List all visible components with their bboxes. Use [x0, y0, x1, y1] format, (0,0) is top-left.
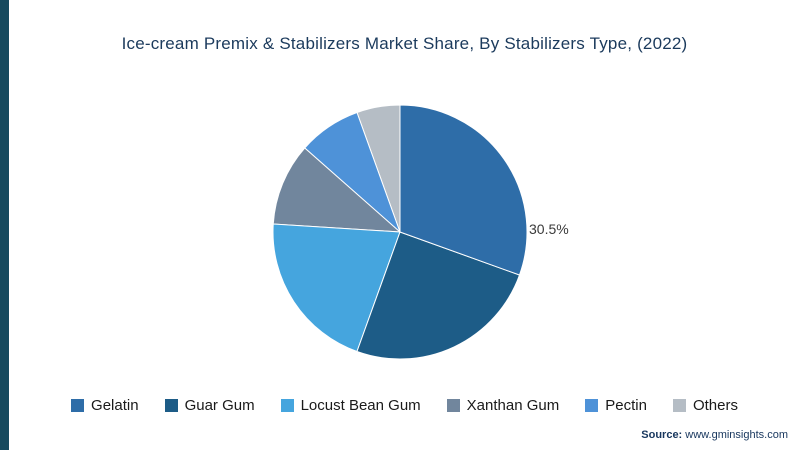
legend-swatch-others — [672, 398, 686, 412]
legend-item-pectin: Pectin — [585, 397, 647, 414]
legend-swatch-guar-gum — [164, 398, 178, 412]
data-label-gelatin: 30.5% — [529, 221, 569, 237]
source-value: www.gminsights.com — [685, 429, 788, 441]
source-attribution: Source: www.gminsights.com — [641, 429, 788, 441]
chart-legend: Gelatin Guar Gum Locust Bean Gum Xanthan Gu… — [9, 394, 800, 416]
legend-swatch-xanthan-gum — [446, 398, 460, 412]
pie-chart: 30.5% — [272, 104, 569, 360]
legend-item-others: Others — [672, 396, 738, 414]
legend-label-pectin: Pectin — [605, 396, 647, 414]
legend-label-xanthan-gum: Xanthan Gum — [466, 396, 560, 414]
legend-item-gelatin: Gelatin — [71, 397, 139, 414]
legend-swatch-gelatin — [71, 398, 85, 412]
legend-label-guar-gum: Guar Gum — [184, 396, 255, 414]
legend-swatch-locust-bean-gum — [280, 398, 294, 412]
pie-slice-guar-gum — [356, 231, 521, 360]
legend-label-others: Others — [692, 396, 738, 414]
pie-slice-xanthan-gum — [272, 147, 402, 233]
source-label: Source: — [641, 429, 683, 441]
left-accent-bar — [0, 0, 9, 450]
legend-item-guar-gum: Guar Gum — [164, 396, 255, 414]
legend-swatch-pectin — [585, 398, 599, 412]
chart-title: Ice-cream Premix & Stabilizers Market Sh… — [121, 34, 688, 53]
legend-label-gelatin: Gelatin — [91, 396, 139, 414]
legend-item-xanthan-gum: Xanthan Gum — [446, 396, 560, 414]
pie-slice-gelatin — [399, 104, 528, 276]
legend-item-locust-bean-gum: Locust Bean Gum — [280, 396, 421, 414]
legend-label-locust-bean-gum: Locust Bean Gum — [300, 396, 421, 414]
